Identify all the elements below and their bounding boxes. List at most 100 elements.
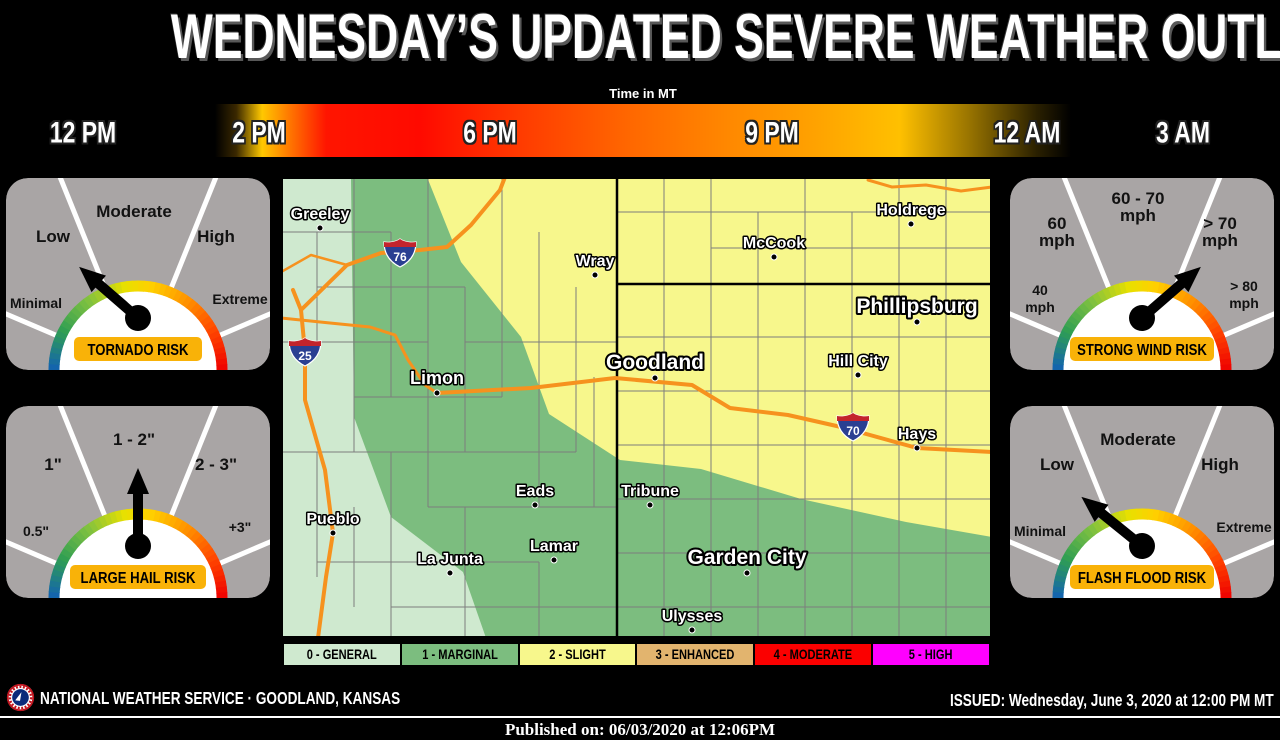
city-label: Lamar: [530, 538, 578, 555]
gauge-sector-label: > 80 mph: [1229, 278, 1259, 311]
city-dot: [743, 569, 751, 577]
map-border: [281, 177, 992, 638]
gauge-risk-plate: [74, 337, 202, 361]
tornado-risk-gauge: Minimal Low Moderate High Extreme TORNADO RIS…: [6, 178, 270, 370]
city-label: Hays: [898, 426, 936, 443]
svg-text:70: 70: [846, 424, 860, 438]
footer-agency: NATIONAL WEATHER SERVICE · GOODLAND, KAN…: [40, 688, 401, 709]
timeline-label: 12 PM: [49, 116, 117, 149]
city-label: Hill City: [828, 353, 888, 370]
gauge-sector-divider: [1220, 478, 1274, 567]
city-label: Ulysses: [662, 608, 723, 625]
gauge-sector-divider: [1220, 250, 1274, 339]
timeline-label: 6 PM: [463, 116, 517, 149]
gauge-sector-label: 1": [44, 455, 62, 474]
city-label: Wray: [576, 253, 615, 270]
city-dot: [913, 444, 921, 452]
gauge-sector-divider: [216, 478, 270, 567]
city-label: Tribune: [621, 483, 679, 500]
gauge-sector-label: Minimal: [1014, 523, 1066, 539]
svg-text:25: 25: [298, 349, 312, 363]
gauge-sector-label: Moderate: [1100, 430, 1176, 449]
highway-road: [291, 288, 335, 640]
city-dot: [329, 529, 337, 537]
gauge-risk-label: FLASH FLOOD RISK: [1078, 570, 1207, 587]
county-lines: [281, 177, 992, 638]
published-timestamp: Published on: 06/03/2020 at 12:06PM: [504, 720, 776, 739]
gauge-tornado-svg: Minimal Low Moderate High Extreme TORNADO RIS…: [6, 178, 270, 370]
city-dot: [854, 371, 862, 379]
gauge-sector-label: Low: [1040, 455, 1075, 474]
legend-item: 1 - MARGINAL: [400, 643, 519, 666]
gauge-sector-divider: [167, 406, 253, 520]
gauge-flash-flood-svg: Minimal Low Moderate High Extreme FLASH FLOOD…: [1010, 406, 1274, 598]
gauge-sector-label: Moderate: [96, 202, 172, 221]
gauge-risk-label: LARGE HAIL RISK: [81, 570, 196, 587]
legend-item: 4 - MODERATE: [754, 643, 873, 666]
city-label: Garden City: [687, 546, 806, 569]
city-label: La Junta: [417, 551, 483, 568]
gauge-sector-divider: [23, 178, 109, 292]
legend-item: 5 - HIGH: [872, 643, 990, 666]
footer-divider: [0, 716, 1280, 718]
timeline-label: 3 AM: [1155, 116, 1211, 149]
gauge-risk-label: TORNADO RISK: [87, 342, 188, 359]
nws-logo-icon: [6, 683, 35, 712]
gauge-sector-label: 2 - 3": [195, 455, 237, 474]
highway-road: [279, 253, 349, 274]
city-dot: [316, 224, 324, 232]
timeline-label: 12 AM: [993, 116, 1061, 149]
gauge-risk-plate: [1070, 337, 1214, 361]
gauge-sector-label: 0.5": [23, 523, 49, 539]
legend-item: 0 - GENERAL: [283, 643, 401, 666]
highway-road: [866, 178, 994, 193]
legend-item: 3 - ENHANCED: [636, 643, 755, 666]
city-label: Greeley: [291, 206, 350, 223]
risk-category-legend: 0 - GENERAL 1 - MARGINAL 2 - SLIGHT 3 - ENH…: [283, 643, 990, 666]
city-dot: [591, 271, 599, 279]
interstate-25-shield-icon: 25: [288, 337, 322, 367]
gauge-risk-label: STRONG WIND RISK: [1077, 342, 1207, 359]
city-label: McCook: [743, 235, 805, 252]
gauge-sector-label: Minimal: [10, 295, 62, 311]
timeline-label: 2 PM: [232, 116, 286, 149]
gauge-sector-divider: [1027, 406, 1113, 520]
gauge-sector-label: +3": [229, 519, 252, 535]
gauge-strong-wind-svg: 40 mph 60 mph 60 - 70 mph > 70 mph > 80 mph STRONG…: [1010, 178, 1274, 370]
city-label: Goodland: [606, 351, 704, 374]
gauge-needle-pivot: [1129, 533, 1155, 559]
gauge-large-hail-svg: 0.5" 1" 1 - 2" 2 - 3" +3" LARGE HAIL RISK: [6, 406, 270, 598]
gauge-sector-label: > 70 mph: [1202, 214, 1238, 250]
city-dot: [446, 569, 454, 577]
highway-road: [299, 175, 507, 312]
strong-wind-risk-gauge: 40 mph 60 mph 60 - 70 mph > 70 mph > 80 mph STRONG…: [1010, 178, 1274, 370]
large-hail-risk-gauge: 0.5" 1" 1 - 2" 2 - 3" +3" LARGE HAIL RISK: [6, 406, 270, 598]
gauge-sector-label: 60 - 70 mph: [1112, 189, 1165, 225]
gauge-sector-label: High: [197, 227, 235, 246]
timeline-caption: Time in MT: [609, 86, 677, 101]
interstate-76-shield-icon: 76: [383, 238, 417, 268]
city-label: Pueblo: [306, 511, 360, 528]
gauge-needle-pivot: [1129, 305, 1155, 331]
city-dot: [646, 501, 654, 509]
gauge-sector-divider: [1171, 406, 1257, 520]
page-title: WEDNESDAY’S UPDATED SEVERE WEATHER OUTLO…: [170, 1, 1280, 73]
outlook-map-svg: 76 25 70 Greeley Wray Holdrege McCook Phillipsb…: [279, 175, 994, 640]
city-dot: [531, 501, 539, 509]
city-label: Limon: [410, 368, 464, 388]
city-dot: [770, 253, 778, 261]
city-dot: [913, 318, 921, 326]
gauge-needle-pivot: [125, 533, 151, 559]
timeline-gradient-bar: [215, 104, 1071, 157]
timeline-label: 9 PM: [745, 116, 799, 149]
city-label: Eads: [516, 483, 554, 500]
gauge-sector-divider: [1027, 178, 1113, 292]
city-dot: [550, 556, 558, 564]
gauge-sector-label: Low: [36, 227, 71, 246]
gauge-sector-label: Extreme: [1216, 519, 1271, 535]
gauge-sector-label: 60 mph: [1039, 214, 1075, 250]
gauge-sector-divider: [23, 406, 109, 520]
outlook-map: 76 25 70 Greeley Wray Holdrege McCook Phillipsb…: [279, 175, 994, 640]
gauge-sector-divider: [6, 250, 60, 339]
